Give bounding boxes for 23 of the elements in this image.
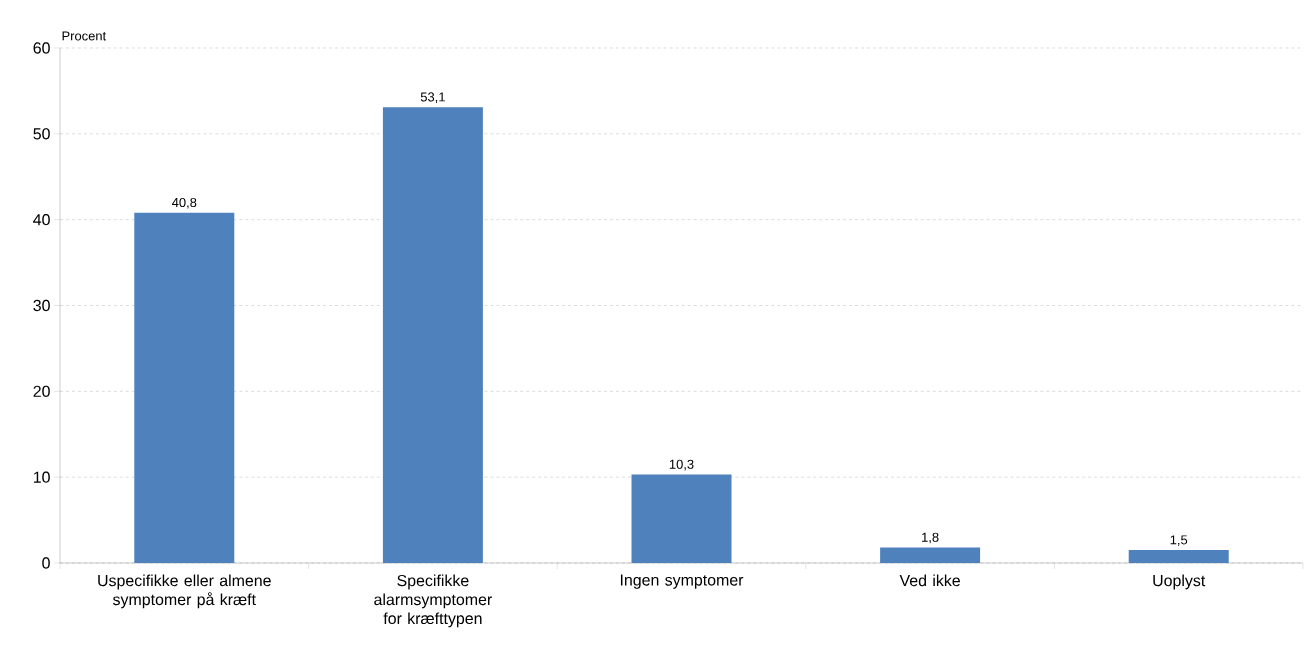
bar — [1128, 550, 1229, 563]
y-tick-label: 10 — [33, 471, 50, 483]
y-tick-label: 0 — [42, 557, 50, 569]
bar — [134, 212, 235, 563]
data-label: 10,3 — [669, 459, 694, 471]
x-tick-label: Uoplyst — [1153, 574, 1206, 590]
bar — [631, 474, 732, 563]
bar — [880, 547, 981, 563]
y-tick-label: 20 — [33, 385, 50, 397]
bar — [382, 107, 483, 563]
data-label: 53,1 — [420, 92, 445, 104]
y-tick-label: 50 — [33, 128, 50, 140]
data-label: 40,8 — [172, 197, 197, 209]
x-tick-label: Ingen symptomer — [620, 574, 744, 589]
y-axis-title: Procent — [62, 31, 107, 41]
data-label: 1,8 — [922, 532, 939, 544]
y-tick-label: 60 — [33, 42, 50, 54]
y-tick-label: 40 — [33, 214, 50, 226]
x-tick-label: Specifikke alarmsymptomer for kræfttypen — [374, 574, 492, 628]
x-tick-label: Uspecifikke eller almene symptomer på kræft — [98, 574, 271, 609]
y-tick-label: 30 — [33, 299, 50, 312]
data-label: 1,5 — [1170, 535, 1188, 546]
x-tick-label: Ved ikke — [899, 574, 960, 587]
